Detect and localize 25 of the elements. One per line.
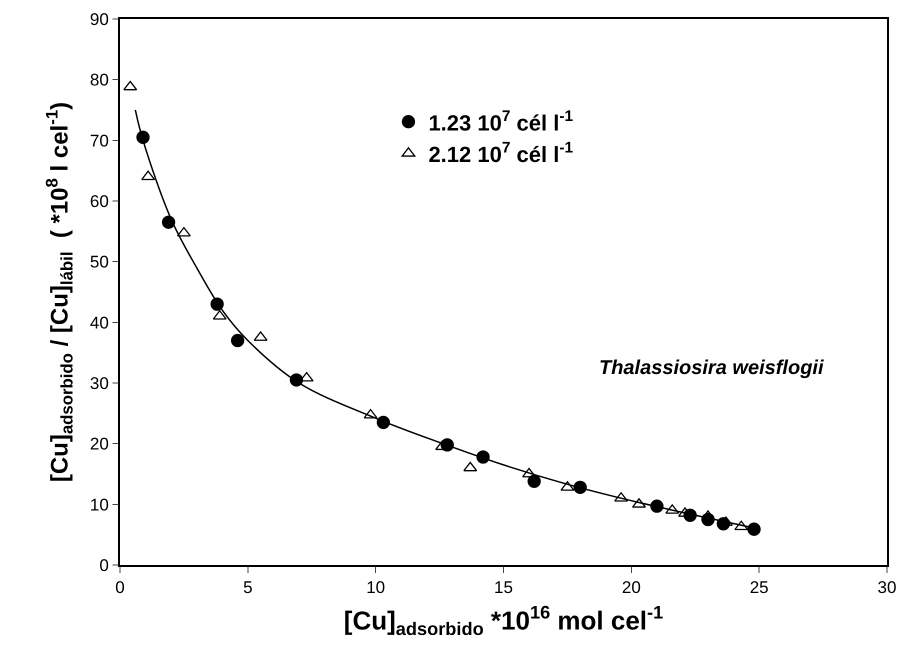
x-tick-label: 15 bbox=[494, 578, 513, 598]
y-tick-label: 40 bbox=[90, 313, 109, 332]
y-tick-label: 80 bbox=[90, 70, 109, 90]
point bbox=[747, 522, 761, 536]
point bbox=[528, 474, 541, 488]
legend-label: 1.23 10$^{7}$ cél l$^{-1}$ bbox=[428, 108, 574, 136]
y-tick-label: 0 bbox=[99, 556, 109, 575]
x-tick-label: 20 bbox=[622, 578, 641, 598]
y-tick-label: 30 bbox=[90, 374, 109, 393]
y-tick-label: 50 bbox=[90, 252, 109, 272]
y-tick-label: 10 bbox=[90, 495, 109, 514]
x-tick-label: 30 bbox=[878, 578, 896, 598]
y-tick-label: 90 bbox=[90, 10, 109, 29]
y-tick-label: 70 bbox=[90, 131, 109, 150]
x-tick-label: 0 bbox=[115, 578, 125, 598]
annotation: Thalassiosira weisflogii bbox=[599, 357, 824, 379]
y-tick-label: 60 bbox=[90, 192, 109, 211]
x-tick-label: 10 bbox=[366, 578, 386, 598]
point bbox=[632, 498, 646, 508]
point bbox=[230, 334, 244, 348]
x-tick-label: 25 bbox=[750, 578, 769, 598]
legend-label: 2.12 10$^{7}$ cél l$^{-1}$ bbox=[428, 140, 574, 167]
y-tick-label: 20 bbox=[90, 434, 109, 454]
x-axis-title: [Cu]$_{adsorbido}$ *10$^{16}$ mol cel$^{-1}$ bbox=[344, 602, 664, 639]
x-tick-label: 5 bbox=[243, 578, 253, 598]
